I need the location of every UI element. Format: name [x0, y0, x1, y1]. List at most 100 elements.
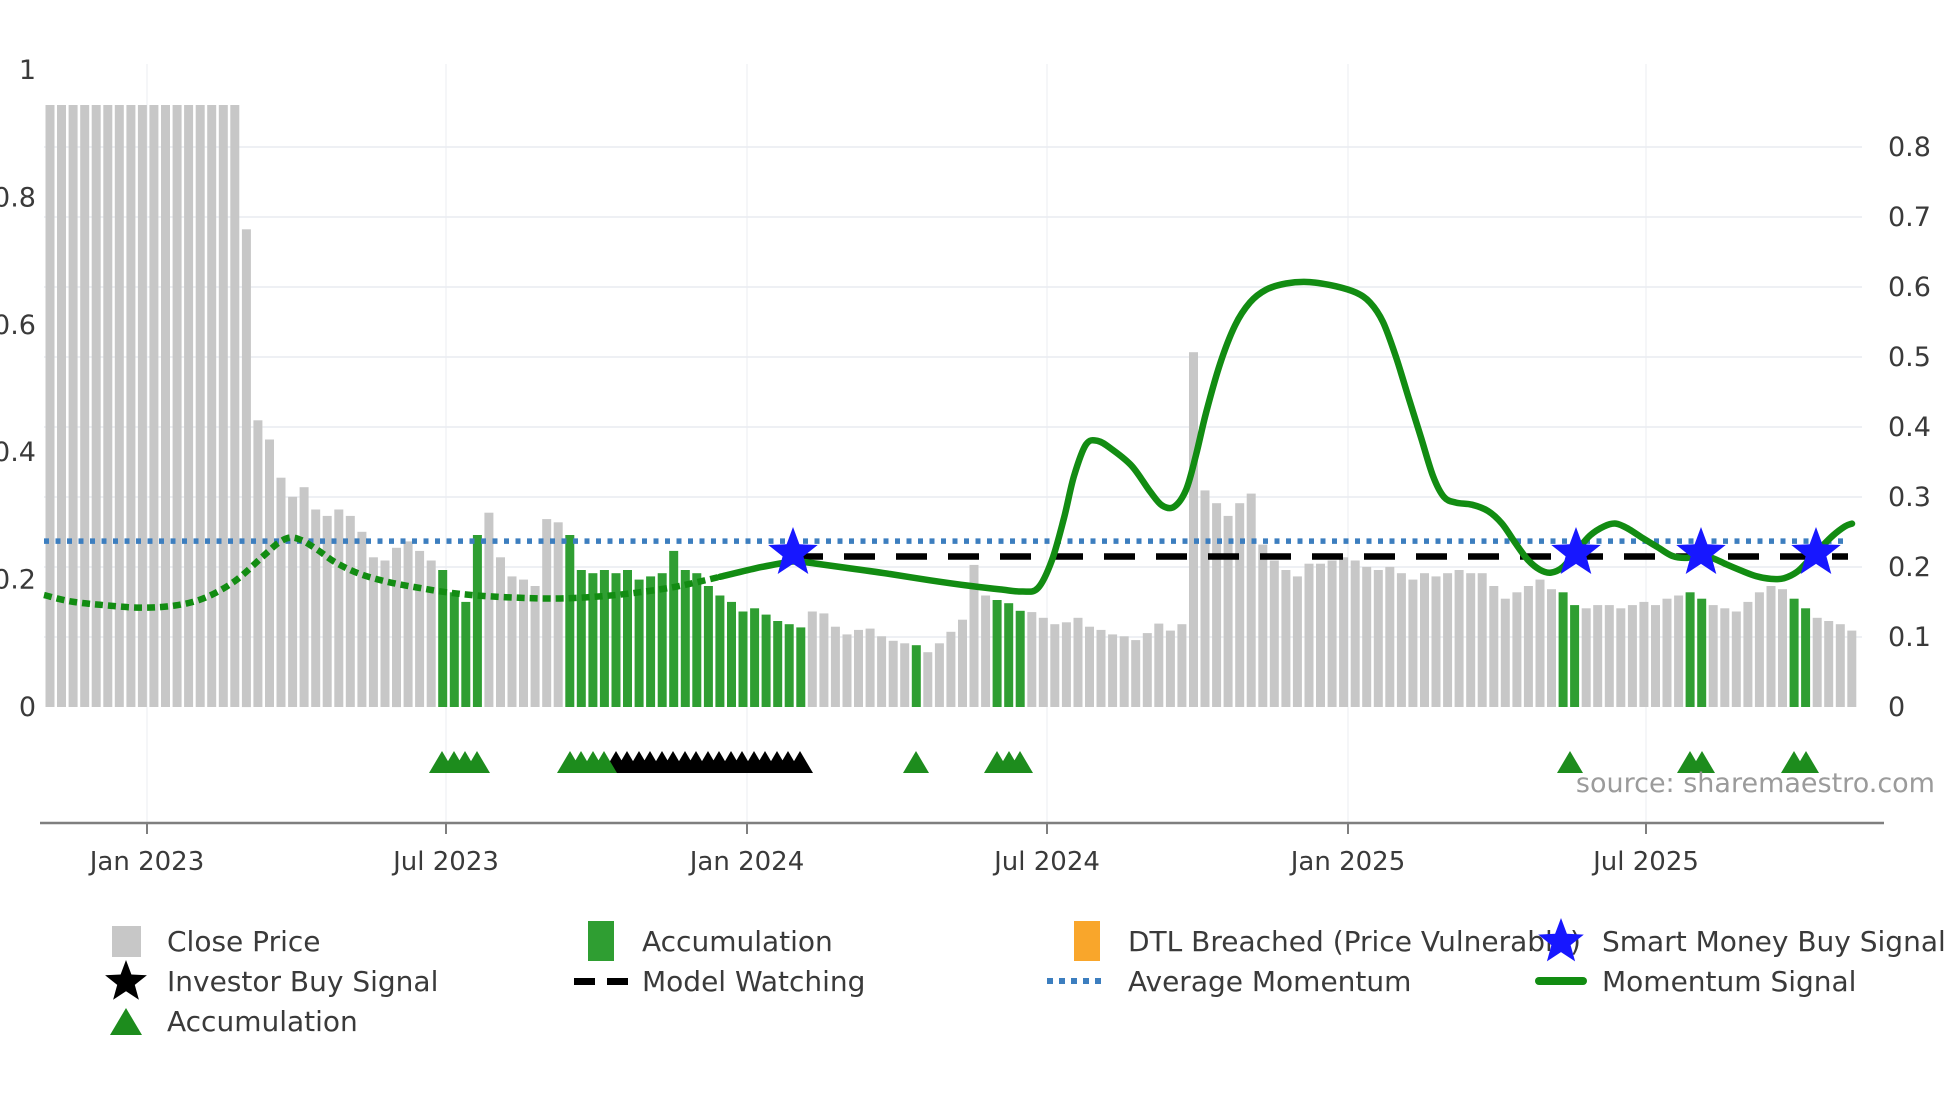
close-price-bar: [807, 611, 817, 707]
close-price-bar: [519, 579, 528, 707]
y-axis-label-right: 0.8: [1888, 132, 1931, 163]
legend-investor-buy-signal: Investor Buy Signal: [95, 958, 438, 1004]
accumulation-bar: [911, 645, 921, 707]
legend-accumulation-bar-label: Accumulation: [642, 924, 833, 958]
close-price-bar: [1500, 598, 1510, 707]
close-price-bar: [1316, 563, 1325, 707]
close-price-bar: [1085, 626, 1094, 707]
accumulation-bar: [576, 570, 586, 707]
accumulation-triangle: [1007, 751, 1033, 773]
close-price-bar: [1835, 624, 1845, 707]
close-price-bar: [1708, 605, 1718, 707]
accumulation-bar: [565, 535, 575, 707]
momentum-signal-line-icon: [1530, 977, 1592, 985]
accumulation-bar: [599, 570, 609, 707]
close-price-bar: [184, 105, 194, 707]
close-price-bar: [1200, 490, 1210, 707]
close-price-bar: [91, 105, 101, 707]
close-price-bar: [368, 557, 378, 707]
close-price-bar: [530, 586, 540, 707]
close-price-bar: [1535, 579, 1545, 707]
close-price-bar: [380, 560, 390, 707]
close-price-bar: [1466, 573, 1476, 707]
accumulation-triangle: [1793, 751, 1819, 773]
accumulation-bar: [1015, 610, 1025, 707]
legend-accumulation-bar: Accumulation: [570, 918, 833, 964]
close-price-bar: [103, 105, 113, 707]
accumulation-bar: [646, 576, 656, 707]
close-price-bar: [230, 105, 240, 707]
close-price-bar: [45, 105, 55, 707]
close-price-bar: [1454, 570, 1464, 707]
model-watching-dash-icon: [570, 977, 632, 985]
close-price-bar: [888, 640, 898, 707]
y-axis-label-right: 0.1: [1888, 622, 1931, 653]
legend-momentum-signal-label: Momentum Signal: [1602, 964, 1857, 998]
accumulation-bar: [669, 550, 679, 707]
legend-close-price-label: Close Price: [167, 924, 321, 958]
close-price-bar: [1223, 515, 1233, 707]
close-price-bar: [114, 105, 124, 707]
close-price-bar: [1396, 573, 1406, 707]
close-price-bar: [322, 515, 332, 707]
y-axis-label-left: 0.4: [0, 437, 36, 468]
x-axis-label: Jan 2025: [1289, 847, 1406, 877]
close-price-bar: [426, 560, 436, 707]
close-price-bar: [1523, 586, 1533, 707]
close-price-bar: [1477, 573, 1487, 707]
legend-dtl-breached: DTL Breached (Price Vulnerable): [1056, 918, 1581, 964]
close-price-bar: [934, 643, 944, 707]
accumulation-bar: [611, 573, 621, 707]
legend-close-price: Close Price: [95, 918, 320, 964]
close-price-bar: [900, 643, 910, 707]
y-axis-label-right: 0.4: [1888, 412, 1931, 443]
close-price-bar: [1165, 630, 1175, 707]
accumulation-bar: [588, 573, 598, 707]
close-price-bar: [1674, 595, 1684, 707]
close-price-bar: [1651, 605, 1660, 707]
accumulation-bar: [738, 611, 748, 707]
close-price-bar: [68, 105, 78, 707]
average-momentum-dots-icon: [1030, 978, 1118, 984]
legend-accumulation-tri-label: Accumulation: [167, 1004, 358, 1038]
close-price-bar: [276, 477, 286, 707]
close-price-bar: [1269, 560, 1279, 707]
legend-average-momentum: Average Momentum: [1030, 958, 1411, 1004]
close-price-bar: [149, 105, 159, 707]
close-price-bar: [484, 512, 494, 707]
close-price-bar: [415, 550, 425, 707]
accumulation-bar: [773, 621, 783, 707]
y-axis-label-left: 1: [19, 55, 36, 86]
legend-accumulation-triangle: Accumulation: [95, 998, 358, 1044]
close-price-bar: [1281, 570, 1291, 707]
close-price-bar: [1350, 560, 1360, 707]
close-price-bar: [1443, 573, 1453, 707]
x-axis-label: Jul 2025: [1591, 847, 1699, 877]
close-price-bar: [1027, 612, 1037, 707]
accumulation-triangle: [591, 751, 617, 773]
smart-money-buy-star: [1676, 527, 1726, 574]
close-price-bar: [195, 105, 205, 707]
close-price-bar: [553, 522, 563, 707]
close-price-bar: [1743, 601, 1753, 707]
close-price-bar: [1246, 493, 1256, 707]
close-price-bar: [1604, 605, 1614, 707]
close-price-bar: [507, 576, 517, 707]
close-price-bar: [1119, 636, 1129, 707]
close-price-bar: [126, 105, 136, 707]
accumulation-bar: [1685, 592, 1695, 707]
close-price-bar: [1731, 611, 1741, 707]
close-price-bar: [1778, 589, 1787, 707]
close-price-bar: [392, 547, 401, 708]
accumulation-bar: [1570, 605, 1580, 707]
accumulation-bar: [1801, 608, 1811, 707]
accumulation-bar: [623, 570, 632, 707]
close-price-bar: [334, 509, 344, 707]
close-price-bar: [1362, 566, 1372, 707]
close-price-bar: [1373, 570, 1383, 707]
close-price-bar: [1142, 633, 1152, 707]
close-price-bar: [958, 619, 967, 707]
close-price-bar: [923, 652, 933, 707]
close-price-bar: [1847, 630, 1857, 707]
close-price-bar: [403, 541, 413, 707]
